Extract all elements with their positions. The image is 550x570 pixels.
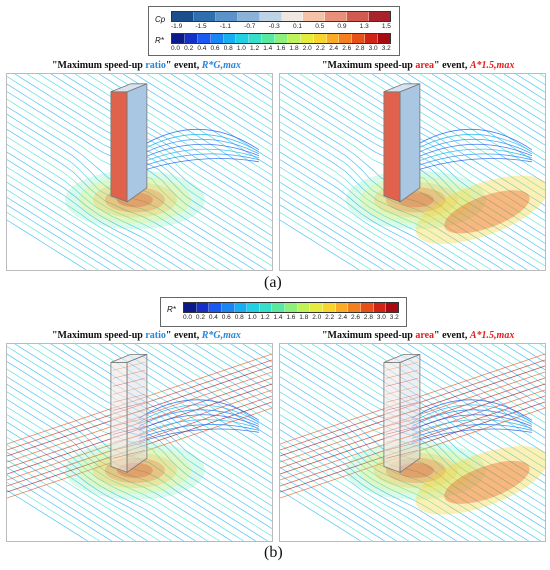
tick-label: 0.8 — [223, 45, 233, 52]
tick-label: 1.0 — [236, 45, 246, 52]
title-a-right: "Maximum speed-up area" event, A*1.5,max — [322, 60, 515, 71]
tick-label: 0.2 — [184, 45, 194, 52]
tick-label: 0.2 — [195, 314, 205, 321]
panel-a-left — [6, 73, 273, 271]
tick-label: 2.0 — [312, 314, 322, 321]
building-model — [383, 83, 421, 203]
tick-label: 2.8 — [363, 314, 373, 321]
wake-vortex — [411, 128, 533, 173]
title-b-left: "Maximum speed-up ratio" event, R*G,max — [52, 330, 241, 341]
tick-label: 0.4 — [197, 45, 207, 52]
tick-label: 1.2 — [250, 45, 260, 52]
tick-label: -0.7 — [244, 23, 256, 30]
wake-vortex — [138, 128, 260, 173]
building-model — [383, 353, 421, 474]
panel-b-right — [279, 343, 546, 542]
tick-label: 3.2 — [389, 314, 399, 321]
r-color-scale — [183, 302, 399, 313]
tick-label: 0.1 — [292, 23, 302, 30]
r-colorbar-label-top: R* — [155, 36, 164, 45]
tick-label: 1.4 — [263, 45, 273, 52]
tick-label: 3.2 — [381, 45, 391, 52]
tick-label: 0.4 — [208, 314, 218, 321]
streamlines — [280, 74, 545, 270]
tick-label: 2.2 — [315, 45, 325, 52]
tick-label: 2.0 — [302, 45, 312, 52]
tick-label: 1.8 — [299, 314, 309, 321]
tick-label: 2.4 — [338, 314, 348, 321]
tick-label: 1.8 — [289, 45, 299, 52]
r-tick-labels: 0.0 0.2 0.4 0.6 0.8 1.0 1.2 1.4 1.6 1.8 2.0 2.2 2.4 2… — [183, 314, 399, 321]
tick-label: -1.9 — [171, 23, 183, 30]
cp-color-scale — [171, 11, 391, 22]
streamlines — [7, 74, 272, 270]
tick-label: 3.0 — [368, 45, 378, 52]
panel-a-right — [279, 73, 546, 271]
tick-label: 1.0 — [247, 314, 257, 321]
wake-vortex — [411, 399, 533, 443]
panel-b-left — [6, 343, 273, 542]
r-colorbar-label: R* — [167, 305, 176, 314]
r-color-scale-top — [171, 33, 391, 44]
tick-label: 0.5 — [315, 23, 325, 30]
building-model — [110, 353, 148, 474]
speedup-halo — [345, 170, 545, 245]
speedup-halo — [345, 440, 545, 515]
tick-label: -1.5 — [195, 23, 207, 30]
r-tick-labels-top: 0.0 0.2 0.4 0.6 0.8 1.0 1.2 1.4 1.6 1.8 2.0 2.2 2.4 2… — [171, 45, 391, 52]
tick-label: 0.6 — [210, 45, 220, 52]
tick-label: 2.8 — [355, 45, 365, 52]
flow-field-render — [280, 74, 545, 270]
tick-label: 0.0 — [171, 45, 181, 52]
flow-field-render — [280, 344, 545, 541]
tick-label: -0.3 — [268, 23, 280, 30]
tick-label: 2.6 — [342, 45, 352, 52]
cp-colorbar: Cp -1.9 -1.5 -1.1 -0.7 -0.3 0.1 0.5 0.9 1.3 1.5 R… — [148, 6, 400, 56]
caption-a: (a) — [264, 274, 282, 291]
tick-label: 1.3 — [359, 23, 369, 30]
tick-label: 0.9 — [337, 23, 347, 30]
tick-label: 0.6 — [221, 314, 231, 321]
title-b-right: "Maximum speed-up area" event, A*1.5,max — [322, 330, 515, 341]
r-colorbar: R* 0.0 0.2 0.4 0.6 0.8 1.0 1.2 1.4 1.6 1.8 2.0 2.2 2… — [160, 297, 407, 327]
tick-label: 2.6 — [350, 314, 361, 321]
tick-label: -1.1 — [219, 23, 231, 30]
tick-label: 0.0 — [183, 314, 193, 321]
tick-label: 0.8 — [234, 314, 244, 321]
tick-label: 1.6 — [276, 45, 286, 52]
tick-label: 1.4 — [273, 314, 283, 321]
tick-label: 1.6 — [286, 314, 296, 321]
building-model — [110, 83, 148, 203]
tick-label: 1.2 — [260, 314, 270, 321]
tick-label: 2.4 — [329, 45, 339, 52]
flow-field-render — [7, 74, 272, 270]
speedup-halo — [64, 170, 205, 230]
tick-label: 1.5 — [381, 23, 391, 30]
tick-label: 3.0 — [376, 314, 386, 321]
tick-label: 2.2 — [325, 314, 335, 321]
flow-field-render — [7, 344, 272, 541]
cp-colorbar-label: Cp — [155, 15, 166, 24]
wake-vortex — [138, 399, 260, 443]
cp-tick-labels: -1.9 -1.5 -1.1 -0.7 -0.3 0.1 0.5 0.9 1.3 1.5 — [171, 23, 391, 30]
caption-b: (b) — [264, 544, 283, 561]
speedup-halo — [64, 440, 205, 500]
title-a-left: "Maximum speed-up ratio" event, R*G,max — [52, 60, 241, 71]
